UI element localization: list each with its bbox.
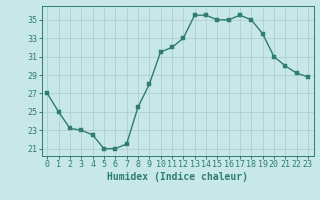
X-axis label: Humidex (Indice chaleur): Humidex (Indice chaleur) xyxy=(107,172,248,182)
